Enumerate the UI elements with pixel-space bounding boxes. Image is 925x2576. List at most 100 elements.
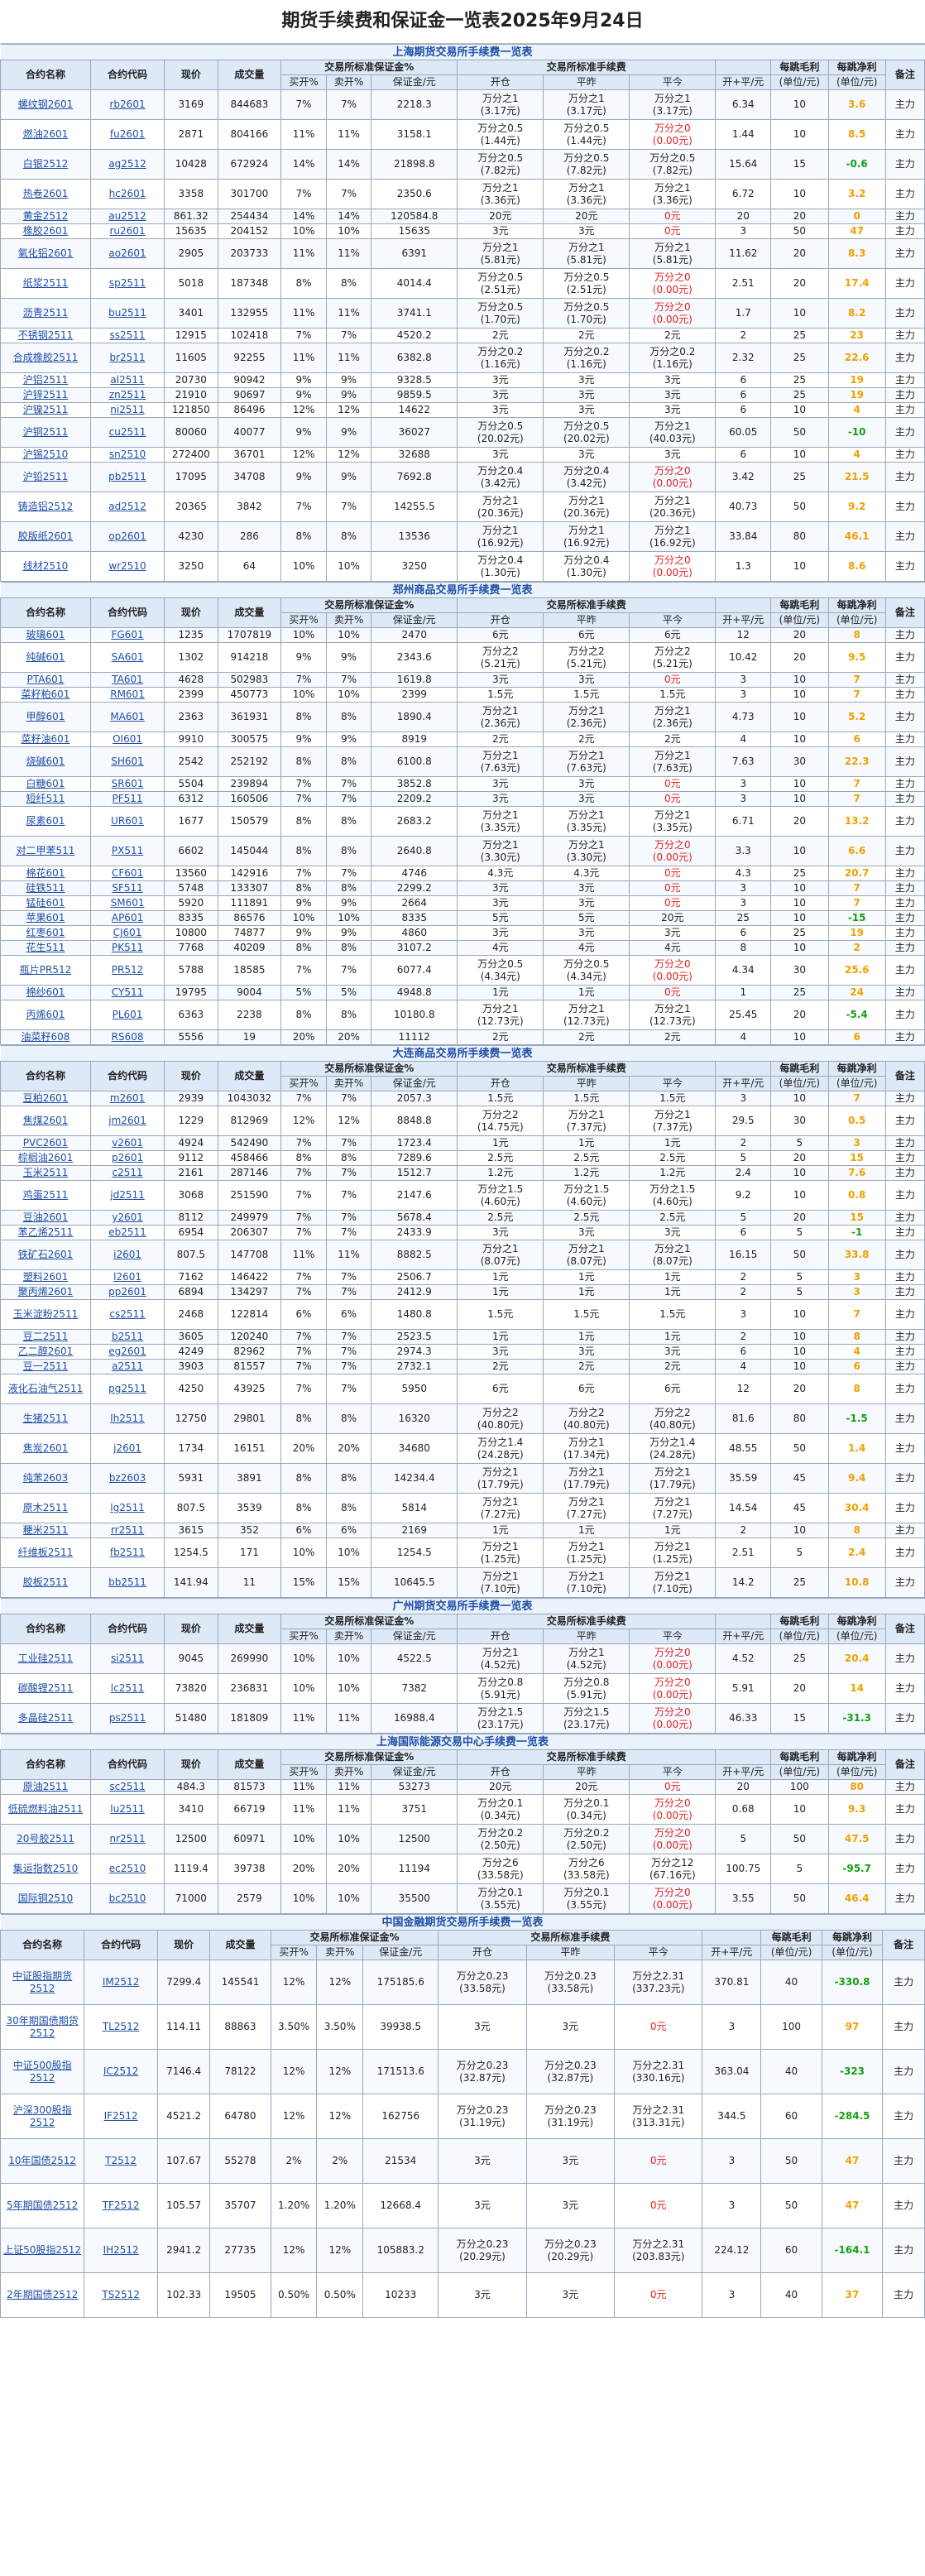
contract-code-link[interactable]: br2511 <box>89 343 165 373</box>
contract-code-link[interactable]: al2511 <box>89 372 165 388</box>
contract-code-link[interactable]: rr2511 <box>89 1523 165 1538</box>
contract-code-link[interactable]: a2511 <box>89 1359 165 1374</box>
contract-code-link[interactable]: cu2511 <box>89 417 165 448</box>
contract-code-link[interactable]: pp2601 <box>89 1284 165 1300</box>
contract-name-link[interactable]: 国际铜2510 <box>0 1883 91 1914</box>
contract-code-link[interactable]: op2601 <box>89 521 165 552</box>
contract-name-link[interactable]: 红枣601 <box>0 925 91 941</box>
contract-code-link[interactable]: eb2511 <box>89 1225 165 1240</box>
contract-code-link[interactable]: TA601 <box>89 672 165 688</box>
contract-code-link[interactable]: CY511 <box>89 985 165 1000</box>
contract-code-link[interactable]: pg2511 <box>89 1374 165 1404</box>
contract-code-link[interactable]: jm2601 <box>89 1106 165 1136</box>
contract-code-link[interactable]: PF511 <box>89 791 165 807</box>
contract-name-link[interactable]: 尿素601 <box>0 806 91 837</box>
contract-code-link[interactable]: RS608 <box>89 1029 165 1045</box>
contract-name-link[interactable]: 玉米淀粉2511 <box>0 1299 91 1330</box>
contract-code-link[interactable]: ss2511 <box>89 328 165 343</box>
contract-code-link[interactable]: lc2511 <box>89 1673 165 1704</box>
contract-name-link[interactable]: PTA601 <box>0 672 91 688</box>
contract-name-link[interactable]: 纯苯2603 <box>0 1463 91 1494</box>
contract-name-link[interactable]: 铸造铝2512 <box>0 492 91 522</box>
contract-code-link[interactable]: l2601 <box>89 1269 165 1285</box>
contract-code-link[interactable]: MA601 <box>89 702 165 732</box>
contract-code-link[interactable]: cs2511 <box>89 1299 165 1330</box>
contract-name-link[interactable]: 液化石油气2511 <box>0 1374 91 1404</box>
contract-code-link[interactable]: PR512 <box>89 955 165 986</box>
contract-name-link[interactable]: 胶版纸2601 <box>0 521 91 552</box>
contract-code-link[interactable]: b2511 <box>89 1329 165 1345</box>
contract-name-link[interactable]: 硅铁511 <box>0 880 91 896</box>
contract-code-link[interactable]: CF601 <box>89 866 165 881</box>
contract-code-link[interactable]: ni2511 <box>89 402 165 418</box>
contract-name-link[interactable]: 10年国债2512 <box>0 2138 85 2184</box>
contract-code-link[interactable]: ru2601 <box>89 223 165 239</box>
contract-name-link[interactable]: 棕榈油2601 <box>0 1150 91 1166</box>
contract-code-link[interactable]: SH601 <box>89 746 165 777</box>
contract-name-link[interactable]: 苹果601 <box>0 910 91 926</box>
contract-code-link[interactable]: fu2601 <box>89 119 165 150</box>
contract-code-link[interactable]: AP601 <box>89 910 165 926</box>
contract-code-link[interactable]: rb2601 <box>89 89 165 120</box>
contract-name-link[interactable]: 胶板2511 <box>0 1567 91 1598</box>
contract-code-link[interactable]: y2601 <box>89 1210 165 1226</box>
contract-name-link[interactable]: 纯碱601 <box>0 642 91 673</box>
contract-code-link[interactable]: lh2511 <box>89 1403 165 1434</box>
contract-name-link[interactable]: 热卷2601 <box>0 179 91 209</box>
contract-name-link[interactable]: 菜籽粕601 <box>0 687 91 703</box>
contract-code-link[interactable]: v2601 <box>89 1135 165 1151</box>
contract-code-link[interactable]: bu2511 <box>89 298 165 329</box>
contract-name-link[interactable]: 纸浆2511 <box>0 268 91 299</box>
contract-name-link[interactable]: 30年期国债期货2512 <box>0 2004 85 2050</box>
contract-code-link[interactable]: CJ601 <box>89 925 165 941</box>
contract-name-link[interactable]: 玉米2511 <box>0 1165 91 1181</box>
contract-code-link[interactable]: RM601 <box>89 687 165 703</box>
contract-name-link[interactable]: 沪铜2511 <box>0 417 91 448</box>
contract-name-link[interactable]: 瓶片PR512 <box>0 955 91 986</box>
contract-code-link[interactable]: IH2512 <box>84 2228 158 2273</box>
contract-name-link[interactable]: 棉花601 <box>0 866 91 881</box>
contract-code-link[interactable]: eg2601 <box>89 1344 165 1360</box>
contract-code-link[interactable]: SF511 <box>89 880 165 896</box>
contract-code-link[interactable]: zn2511 <box>89 387 165 403</box>
contract-name-link[interactable]: 塑料2601 <box>0 1269 91 1285</box>
contract-code-link[interactable]: ps2511 <box>89 1703 165 1734</box>
contract-name-link[interactable]: 线材2510 <box>0 551 91 582</box>
contract-code-link[interactable]: bz2603 <box>89 1463 165 1494</box>
contract-name-link[interactable]: 中证股指期货2512 <box>0 1960 85 2005</box>
contract-name-link[interactable]: 燃油2601 <box>0 119 91 150</box>
contract-code-link[interactable]: ec2510 <box>89 1854 165 1884</box>
contract-code-link[interactable]: jd2511 <box>89 1180 165 1211</box>
contract-code-link[interactable]: T2512 <box>84 2138 158 2184</box>
contract-name-link[interactable]: 甲醇601 <box>0 702 91 732</box>
contract-code-link[interactable]: wr2510 <box>89 551 165 582</box>
contract-name-link[interactable]: 沪锌2511 <box>0 387 91 403</box>
contract-name-link[interactable]: 花生511 <box>0 940 91 956</box>
contract-code-link[interactable]: si2511 <box>89 1643 165 1674</box>
contract-name-link[interactable]: 沥青2511 <box>0 298 91 329</box>
contract-code-link[interactable]: OI601 <box>89 732 165 747</box>
contract-name-link[interactable]: 短纤511 <box>0 791 91 807</box>
contract-code-link[interactable]: TS2512 <box>84 2272 158 2318</box>
contract-name-link[interactable]: 沪铅2511 <box>0 462 91 492</box>
contract-name-link[interactable]: 沪锡2510 <box>0 447 91 463</box>
contract-code-link[interactable]: bb2511 <box>89 1567 165 1598</box>
contract-code-link[interactable]: PL601 <box>89 1000 165 1030</box>
contract-code-link[interactable]: SA601 <box>89 642 165 673</box>
contract-name-link[interactable]: 烧碱601 <box>0 746 91 777</box>
contract-name-link[interactable]: 菜籽油601 <box>0 732 91 747</box>
contract-name-link[interactable]: 原木2511 <box>0 1493 91 1523</box>
contract-name-link[interactable]: 20号胶2511 <box>0 1824 91 1854</box>
contract-name-link[interactable]: 多晶硅2511 <box>0 1703 91 1734</box>
contract-name-link[interactable]: 低硫燃料油2511 <box>0 1794 91 1825</box>
contract-name-link[interactable]: 聚丙烯2601 <box>0 1284 91 1300</box>
contract-name-link[interactable]: 2年期国债2512 <box>0 2272 85 2318</box>
contract-code-link[interactable]: ag2512 <box>89 149 165 180</box>
contract-name-link[interactable]: 乙二醇2601 <box>0 1344 91 1360</box>
contract-code-link[interactable]: sc2511 <box>89 1779 165 1795</box>
contract-code-link[interactable]: fb2511 <box>89 1537 165 1568</box>
contract-name-link[interactable]: 原油2511 <box>0 1779 91 1795</box>
contract-name-link[interactable]: 白糖601 <box>0 776 91 792</box>
contract-code-link[interactable]: c2511 <box>89 1165 165 1181</box>
contract-code-link[interactable]: i2601 <box>89 1240 165 1270</box>
